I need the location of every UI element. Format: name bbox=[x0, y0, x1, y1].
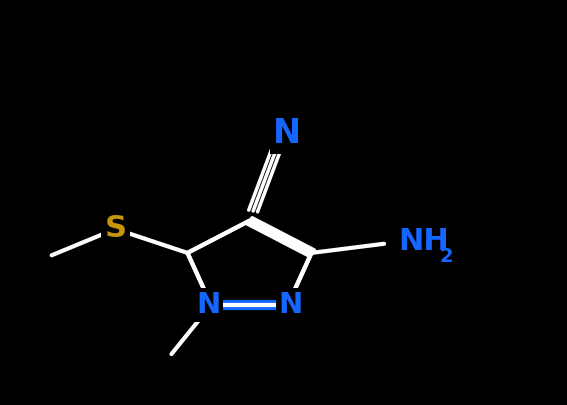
Text: S: S bbox=[104, 214, 126, 243]
Text: 2: 2 bbox=[439, 247, 452, 266]
Text: N: N bbox=[273, 117, 301, 150]
Text: NH: NH bbox=[398, 227, 449, 256]
Text: N: N bbox=[196, 291, 221, 319]
Text: N: N bbox=[278, 291, 303, 319]
